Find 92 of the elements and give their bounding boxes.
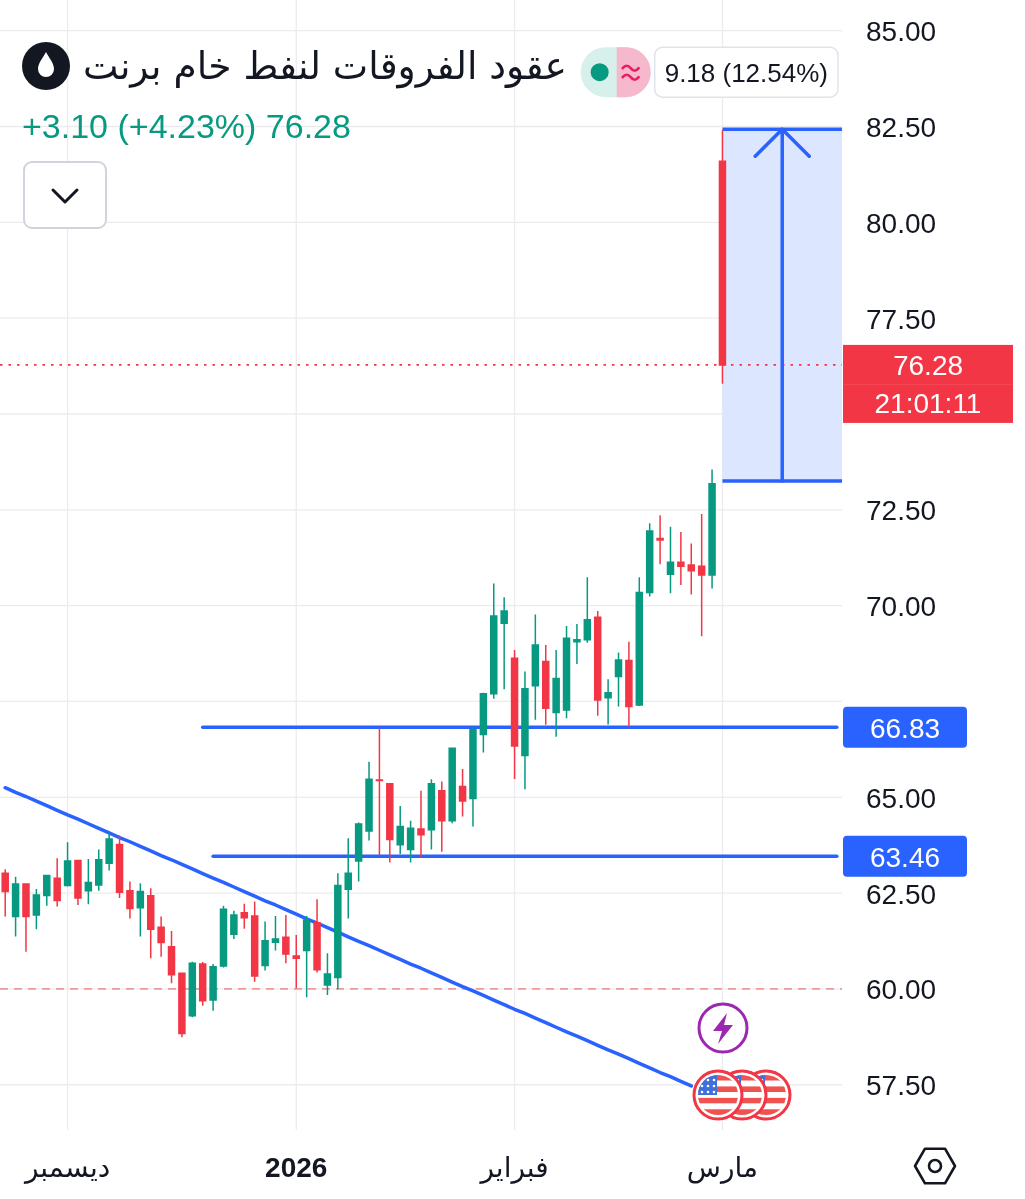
candlestick — [458, 768, 467, 818]
candlestick — [604, 678, 612, 726]
candlestick — [344, 837, 352, 920]
candlestick — [583, 576, 592, 644]
candlestick — [625, 640, 633, 728]
candlestick — [74, 859, 82, 906]
candlestick — [645, 522, 654, 598]
candlestick — [1, 868, 9, 918]
data-label: 66.83 — [869, 712, 941, 744]
candlestick — [656, 514, 664, 565]
candlestick — [157, 915, 165, 958]
candlestick — [697, 513, 706, 638]
y-tick-label: 60.00 — [866, 974, 937, 1006]
band-label: 9.18 (12.54%) — [664, 58, 828, 89]
candlestick — [136, 882, 145, 938]
y-tick-label: 65.00 — [866, 782, 937, 814]
candlestick — [11, 875, 20, 938]
candlestick — [219, 905, 228, 969]
candlestick — [573, 623, 581, 665]
candlestick — [95, 848, 103, 892]
candlestick — [178, 972, 186, 1038]
candlestick — [666, 525, 675, 595]
x-tick-label: مارس — [686, 1150, 759, 1184]
candlestick — [115, 834, 124, 899]
candlestick — [593, 610, 602, 717]
candlestick — [531, 613, 540, 721]
candlestick — [500, 596, 508, 690]
candlestick — [562, 625, 571, 720]
ref-line-label: 76.28 — [892, 350, 964, 382]
y-tick-label: 82.50 — [866, 111, 937, 143]
candlestick — [188, 960, 197, 1019]
candlestick — [126, 880, 134, 920]
candlestick — [53, 857, 61, 908]
candlestick — [167, 930, 176, 984]
candlestick — [718, 129, 727, 385]
data-label: 63.46 — [869, 841, 941, 873]
candlestick — [438, 780, 446, 853]
candlestick — [552, 649, 560, 738]
candlestick — [490, 582, 498, 700]
candlestick — [541, 644, 550, 726]
candlestick — [209, 963, 217, 1012]
candlestick — [687, 542, 696, 596]
y-tick-label: 77.50 — [866, 303, 937, 335]
candlestick — [105, 831, 113, 872]
candlestick — [32, 888, 41, 930]
candlestick — [282, 914, 290, 965]
x-tick-label: ديسمبر — [22, 1150, 111, 1184]
candlestick — [250, 900, 259, 983]
y-tick-label: 80.00 — [866, 207, 937, 239]
text: عقود الفروقات لنفط خام برنت — [83, 44, 567, 89]
candlestick — [479, 691, 488, 754]
text: 21:01:11 — [874, 388, 982, 420]
candlestick — [198, 961, 207, 1007]
x-tick-label: 2026 — [265, 1151, 328, 1183]
candlestick — [510, 649, 519, 780]
candlestick — [406, 819, 415, 864]
y-tick-label: 62.50 — [866, 878, 937, 910]
candlestick — [365, 760, 373, 842]
candlestick — [448, 746, 456, 825]
candlestick — [386, 782, 394, 864]
y-tick-label: 57.50 — [866, 1070, 937, 1102]
candlestick — [469, 726, 477, 828]
candlestick — [375, 726, 384, 857]
candlestick — [427, 778, 436, 851]
candlestick — [146, 887, 155, 960]
y-tick-label: 72.50 — [866, 495, 937, 527]
text: +3.10 (+4.23%) 76.28 — [22, 107, 351, 145]
y-tick-label: 70.00 — [866, 591, 937, 623]
candlestick — [417, 790, 425, 859]
candlestick — [708, 468, 716, 590]
candlestick — [230, 910, 238, 940]
candlestick — [334, 872, 342, 991]
candlestick — [22, 882, 30, 953]
candlestick — [635, 576, 644, 707]
candlestick — [323, 952, 332, 996]
candlestick — [261, 920, 269, 972]
x-tick-label: فبراير — [478, 1150, 549, 1184]
y-tick-label: 85.00 — [866, 16, 937, 48]
candlestick — [521, 670, 529, 790]
candlestick — [292, 934, 301, 989]
candlestick — [271, 915, 280, 952]
candlestick — [302, 915, 311, 999]
candlestick — [63, 841, 72, 888]
candlestick — [43, 874, 51, 907]
candlestick — [313, 898, 321, 974]
candlestick — [240, 903, 249, 930]
candlestick — [396, 805, 404, 855]
candlestick — [84, 858, 93, 905]
line-series — [3, 785, 694, 1088]
candlestick — [354, 821, 363, 883]
candlestick — [614, 651, 623, 708]
candlestick — [677, 531, 685, 586]
